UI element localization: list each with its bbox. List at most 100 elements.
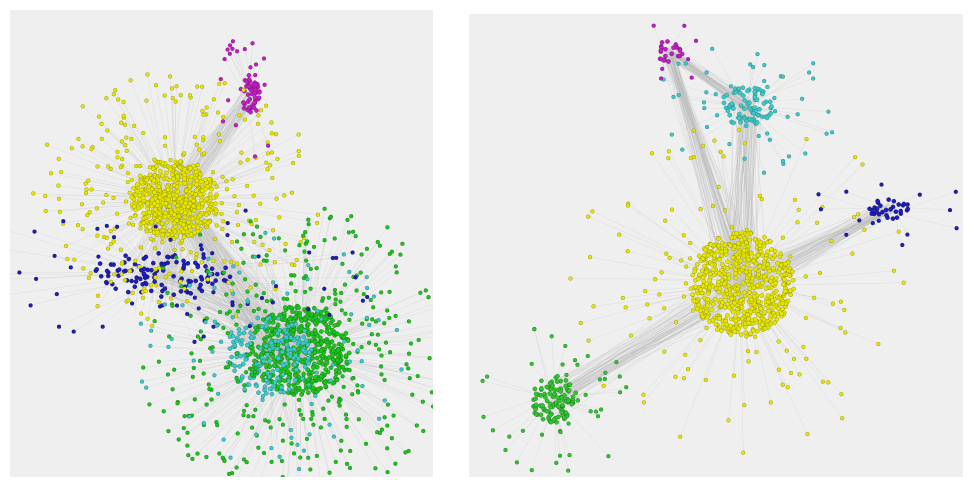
node [570,394,576,400]
node [194,178,200,183]
node [95,293,101,298]
node [756,299,761,304]
node [162,261,167,267]
node [663,53,668,59]
node [738,103,744,108]
node [95,304,100,309]
node [206,256,211,261]
node [252,154,258,159]
edge [141,355,273,382]
node [195,84,200,89]
node [663,218,668,223]
node [754,120,760,125]
node [141,256,147,261]
node [681,233,686,238]
node [219,339,224,344]
node [763,256,769,261]
node [562,415,567,421]
node [824,131,829,136]
node [680,51,685,57]
node [572,358,578,363]
node [953,189,958,194]
node [547,391,552,396]
node [193,169,199,175]
node [258,262,263,267]
node [181,229,186,235]
node [711,267,716,273]
node [429,390,433,395]
node [740,242,746,248]
node [243,277,248,282]
node [901,280,906,285]
node [788,370,794,376]
node [804,356,809,361]
node [559,395,565,400]
node [745,257,751,263]
node [17,270,22,275]
node [127,269,133,274]
node [126,221,131,226]
node [230,46,235,51]
node [888,207,893,212]
node [573,390,578,396]
edge [738,129,744,288]
node [190,456,195,461]
node [243,357,248,362]
node [269,131,274,136]
node [694,262,700,267]
node [202,177,208,182]
node [250,367,255,372]
node [296,397,302,402]
edge [678,94,749,105]
node [168,74,173,79]
node [709,307,714,312]
node [114,224,120,229]
node [701,278,706,284]
node [879,182,884,187]
node [140,295,145,300]
node [203,320,208,325]
node [138,226,143,231]
node [183,200,188,206]
node [599,407,604,412]
node [736,255,741,261]
node [252,254,257,259]
node [111,92,116,97]
node [199,260,204,265]
edge [10,273,161,295]
node [716,279,721,285]
node [514,460,519,465]
node [779,311,784,316]
edge [160,273,195,342]
node [736,86,742,91]
node [756,271,762,277]
node [804,137,809,142]
node [155,177,161,183]
node [708,242,714,247]
edge [301,348,329,401]
node [83,190,89,196]
node [283,241,288,246]
node [748,250,754,256]
edge [36,270,156,280]
node [123,253,128,258]
node [191,365,196,371]
node [227,274,233,280]
node [225,365,230,370]
node [223,265,228,271]
node [343,412,349,417]
node [129,301,135,306]
node [129,177,134,182]
node [285,369,290,374]
node [197,213,203,218]
node [746,316,751,322]
node [138,245,144,250]
edge [552,400,570,456]
node [193,278,198,284]
node [169,86,175,91]
node [681,376,686,381]
node [703,377,708,382]
node [300,389,306,394]
node [883,207,889,213]
node [676,92,681,98]
